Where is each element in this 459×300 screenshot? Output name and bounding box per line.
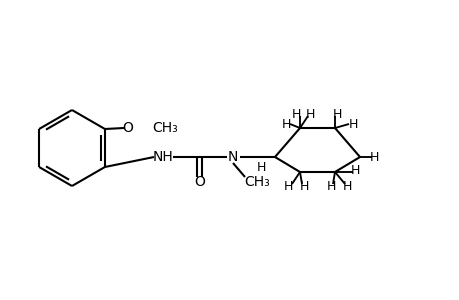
Text: H: H	[325, 179, 335, 193]
Text: CH₃: CH₃	[152, 121, 178, 135]
Text: CH₃: CH₃	[244, 175, 269, 189]
Text: H: H	[369, 151, 378, 164]
Text: H: H	[256, 160, 265, 173]
Text: H: H	[283, 179, 292, 193]
Text: O: O	[194, 175, 205, 189]
Text: H: H	[331, 107, 341, 121]
Text: NH: NH	[152, 150, 173, 164]
Text: H: H	[281, 118, 290, 130]
Text: H: H	[347, 118, 357, 130]
Text: H: H	[291, 107, 300, 121]
Text: N: N	[227, 150, 238, 164]
Text: H: H	[299, 179, 308, 193]
Text: H: H	[341, 179, 351, 193]
Text: H: H	[305, 107, 314, 121]
Text: O: O	[122, 121, 133, 135]
Text: H: H	[350, 164, 359, 176]
